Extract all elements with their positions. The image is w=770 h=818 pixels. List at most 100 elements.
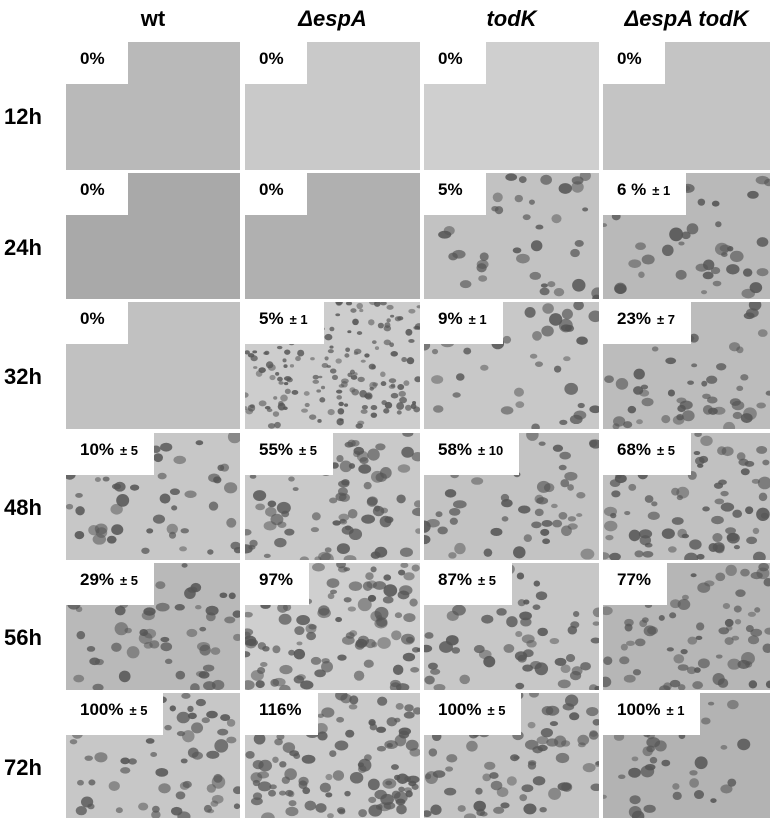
pit bbox=[703, 272, 714, 280]
pit bbox=[436, 511, 443, 517]
pit bbox=[521, 784, 533, 792]
pit bbox=[694, 451, 701, 455]
pit bbox=[540, 288, 550, 296]
pit bbox=[390, 315, 394, 318]
pit bbox=[424, 632, 433, 639]
coverage-value: 10% bbox=[80, 440, 114, 459]
coverage-error: ± 5 bbox=[299, 443, 317, 458]
pit bbox=[740, 569, 750, 577]
pit bbox=[735, 619, 741, 624]
pit bbox=[341, 381, 348, 388]
pit bbox=[107, 536, 117, 544]
pit bbox=[315, 803, 326, 813]
pit bbox=[570, 415, 583, 424]
pit bbox=[389, 378, 396, 383]
pit bbox=[248, 353, 255, 357]
pit bbox=[252, 350, 257, 353]
pit bbox=[568, 523, 578, 529]
pit bbox=[665, 358, 676, 365]
pit bbox=[537, 736, 549, 744]
coverage-label: 58%± 10 bbox=[424, 433, 519, 475]
pit bbox=[412, 401, 416, 405]
pit bbox=[277, 346, 283, 349]
pit bbox=[344, 403, 348, 406]
pit bbox=[523, 803, 536, 814]
pit bbox=[618, 774, 625, 779]
pit bbox=[397, 774, 409, 784]
pit bbox=[714, 498, 724, 504]
pit bbox=[76, 631, 85, 639]
pit bbox=[187, 706, 193, 712]
pit bbox=[715, 573, 725, 582]
pit bbox=[726, 264, 739, 274]
pit bbox=[328, 349, 334, 353]
pit bbox=[81, 797, 93, 808]
micrograph: 100%± 5 bbox=[66, 693, 240, 818]
pit bbox=[336, 302, 341, 306]
pit bbox=[329, 327, 334, 331]
pit bbox=[325, 774, 332, 780]
pit bbox=[250, 404, 255, 408]
pit bbox=[628, 484, 636, 491]
pit bbox=[196, 699, 206, 706]
pit bbox=[730, 251, 744, 262]
coverage-error: ± 10 bbox=[478, 443, 503, 458]
pit bbox=[405, 405, 411, 411]
pit bbox=[368, 319, 374, 325]
pit bbox=[593, 621, 599, 625]
pit bbox=[717, 446, 726, 455]
pit bbox=[66, 504, 73, 510]
pit bbox=[158, 473, 167, 480]
pit bbox=[76, 806, 87, 815]
pit bbox=[532, 331, 542, 341]
pit bbox=[164, 725, 172, 730]
pit bbox=[720, 784, 732, 793]
pit bbox=[336, 455, 343, 462]
pit bbox=[563, 703, 575, 710]
pit bbox=[179, 546, 187, 551]
pit bbox=[398, 787, 405, 792]
pit bbox=[214, 739, 228, 752]
pit bbox=[160, 642, 172, 651]
pit bbox=[629, 806, 642, 818]
pit bbox=[383, 596, 394, 603]
coverage-label: 9%± 1 bbox=[424, 302, 503, 344]
pit bbox=[311, 527, 319, 532]
pit bbox=[533, 776, 546, 785]
pit bbox=[176, 671, 186, 680]
pit bbox=[698, 199, 706, 206]
coverage-error: ± 5 bbox=[487, 703, 505, 718]
pit bbox=[308, 624, 316, 629]
pit bbox=[357, 421, 364, 425]
pit bbox=[245, 680, 255, 690]
pit bbox=[414, 500, 420, 507]
pit bbox=[396, 495, 405, 504]
pit bbox=[633, 669, 641, 675]
pit bbox=[561, 782, 572, 792]
coverage-value: 100% bbox=[617, 700, 660, 719]
pit bbox=[368, 797, 376, 803]
pit bbox=[578, 403, 585, 408]
pit bbox=[764, 628, 770, 635]
pit bbox=[694, 790, 704, 799]
pit bbox=[593, 719, 599, 726]
pit bbox=[528, 722, 536, 729]
pit bbox=[757, 237, 769, 247]
pit bbox=[556, 753, 569, 763]
pit bbox=[368, 779, 380, 791]
pit bbox=[403, 613, 415, 622]
pit bbox=[415, 528, 420, 534]
micrograph: 23%± 7 bbox=[603, 302, 770, 429]
pit bbox=[319, 397, 325, 402]
pit bbox=[213, 774, 222, 783]
pit bbox=[321, 658, 329, 663]
pit bbox=[176, 791, 186, 799]
pit bbox=[552, 520, 562, 528]
pit bbox=[713, 673, 725, 685]
pit bbox=[542, 303, 554, 314]
micrograph: 97% bbox=[245, 563, 420, 690]
pit bbox=[380, 372, 386, 377]
pit bbox=[127, 646, 140, 658]
coverage-label: 87%± 5 bbox=[424, 563, 512, 605]
pit bbox=[525, 307, 536, 318]
